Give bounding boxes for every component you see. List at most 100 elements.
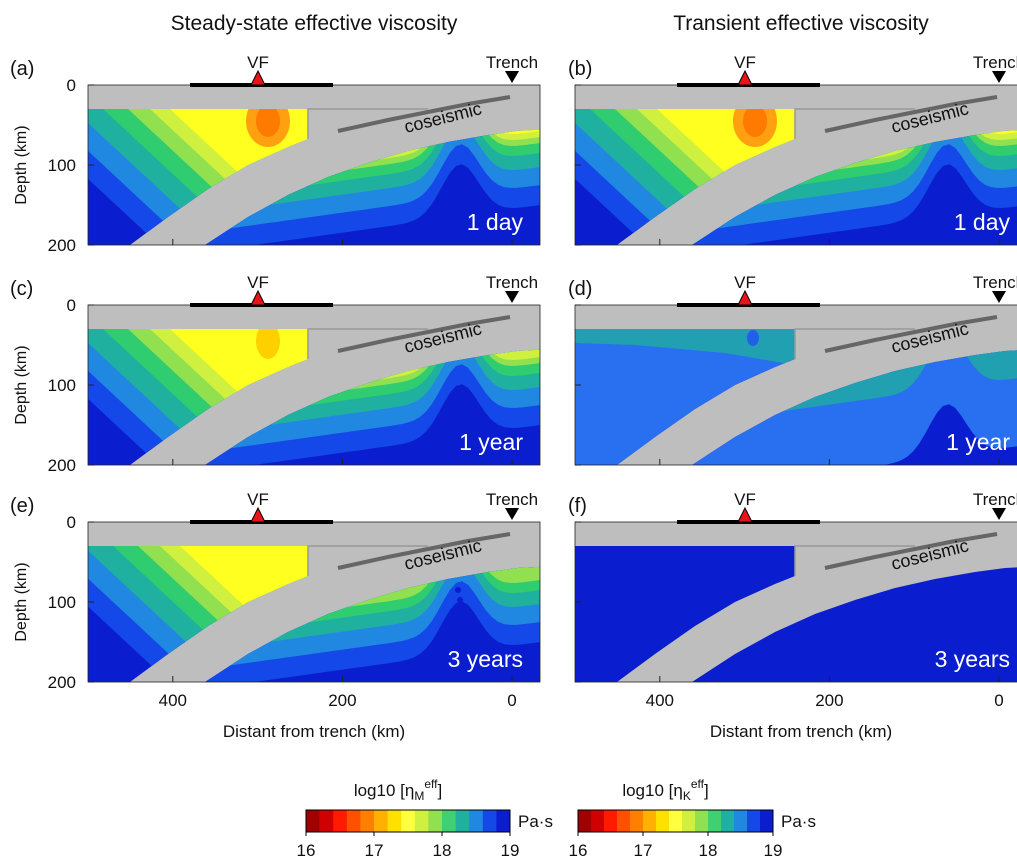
trench-label: Trench (973, 53, 1017, 72)
colorbar-tick-label: 17 (634, 841, 653, 858)
coseismic-fault (337, 315, 511, 353)
x-axis-label: Distant from trench (km) (710, 722, 892, 741)
coseismic-fault (824, 315, 998, 353)
colorbar-swatch (721, 810, 735, 832)
colorbar-swatch (734, 810, 748, 832)
colorbar-swatch (442, 810, 456, 832)
time-label: 1 year (459, 429, 523, 455)
colorbar-frame (577, 809, 774, 833)
trench-label: Trench (973, 490, 1017, 509)
colorbar-title: log10 [ηKeff] (622, 777, 708, 803)
colorbar-swatch (578, 810, 592, 832)
colorbar-title-sub: M (414, 789, 424, 803)
y-tick-label: 200 (48, 673, 76, 692)
colorbar-swatch (747, 810, 761, 832)
colorbar-swatch (482, 810, 497, 832)
colorbar-frame (305, 809, 511, 833)
wedge-boundary (794, 108, 915, 139)
volcanic-front-marker (737, 506, 753, 523)
wedge-boundary (307, 108, 428, 139)
colorbar-title-text: log10 [η (622, 781, 683, 800)
trench-marker (505, 508, 519, 520)
volcanic-front-label: VF (734, 490, 756, 509)
colorbar: log10 [ηMeff] Pa·s 16 17 18 19 (297, 777, 553, 858)
y-tick-label: 0 (67, 76, 76, 95)
colorbar-swatch (374, 810, 388, 832)
trench-marker (992, 508, 1006, 520)
contour (457, 617, 463, 623)
x-tick-label: 200 (815, 691, 843, 710)
wedge-boundary (307, 545, 428, 576)
colorbar-tick-label: 19 (764, 841, 783, 858)
y-tick-label: 100 (48, 593, 76, 612)
colorbar-swatch (708, 810, 722, 832)
colorbar-swatch (760, 810, 774, 832)
time-label: 3 years (448, 646, 523, 672)
colorbar-swatch (630, 810, 644, 832)
panel-label: (a) (10, 58, 34, 80)
y-tick-label: 0 (67, 513, 76, 532)
colorbar-swatch (656, 810, 670, 832)
y-tick-label: 200 (48, 236, 76, 255)
colorbar-swatch (643, 810, 657, 832)
colorbar-title-sup: eff (691, 777, 705, 791)
y-tick-label: 100 (48, 156, 76, 175)
colorbar-tick-label: 16 (297, 841, 316, 858)
coseismic-fault (824, 95, 998, 133)
colorbar-swatch (360, 810, 375, 832)
colorbar-swatch (401, 810, 416, 832)
volcanic-front-label: VF (247, 490, 269, 509)
colorbar-title-close: ] (437, 781, 442, 800)
colorbar-title-text: log10 [η (354, 781, 415, 800)
volcanic-front-label: VF (734, 273, 756, 292)
colorbar-swatch (387, 810, 402, 832)
panel-label: (d) (568, 278, 592, 300)
volcanic-front-marker (250, 69, 266, 86)
contour (457, 597, 463, 603)
colorbar-swatch (306, 810, 320, 832)
volcanic-front-marker (250, 289, 266, 306)
y-tick-label: 100 (48, 376, 76, 395)
y-axis-label: Depth (km) (13, 125, 30, 204)
wedge-boundary (794, 545, 915, 576)
time-label: 1 year (946, 429, 1010, 455)
colorbar-swatch (428, 810, 443, 832)
contour (743, 109, 767, 137)
contour (256, 109, 280, 137)
volcanic-front-marker (737, 289, 753, 306)
y-tick-label: 200 (48, 456, 76, 475)
panel-label: (c) (10, 278, 33, 300)
x-axis-label: Distant from trench (km) (223, 722, 405, 741)
wedge-boundary (794, 328, 915, 359)
y-axis-label: Depth (km) (13, 345, 30, 424)
trench-label: Trench (486, 53, 538, 72)
trench-marker (505, 291, 519, 303)
colorbar-swatch (591, 810, 605, 832)
x-tick-label: 0 (507, 691, 516, 710)
colorbar-swatch (346, 810, 361, 832)
contour (452, 607, 458, 613)
colorbar-swatch (496, 810, 511, 832)
panel-label: (e) (10, 495, 34, 517)
colorbar-title-sub: K (683, 789, 691, 803)
trench-marker (992, 291, 1006, 303)
coseismic-fault (337, 95, 511, 133)
colorbar-tick-label: 18 (433, 841, 452, 858)
colorbar-swatch (319, 810, 334, 832)
time-label: 1 day (954, 209, 1011, 235)
colorbar-swatch (469, 810, 484, 832)
time-label: 1 day (467, 209, 524, 235)
column-title: Transient effective viscosity (673, 12, 929, 35)
trench-label: Trench (973, 273, 1017, 292)
trench-label: Trench (486, 490, 538, 509)
x-tick-label: 400 (159, 691, 187, 710)
